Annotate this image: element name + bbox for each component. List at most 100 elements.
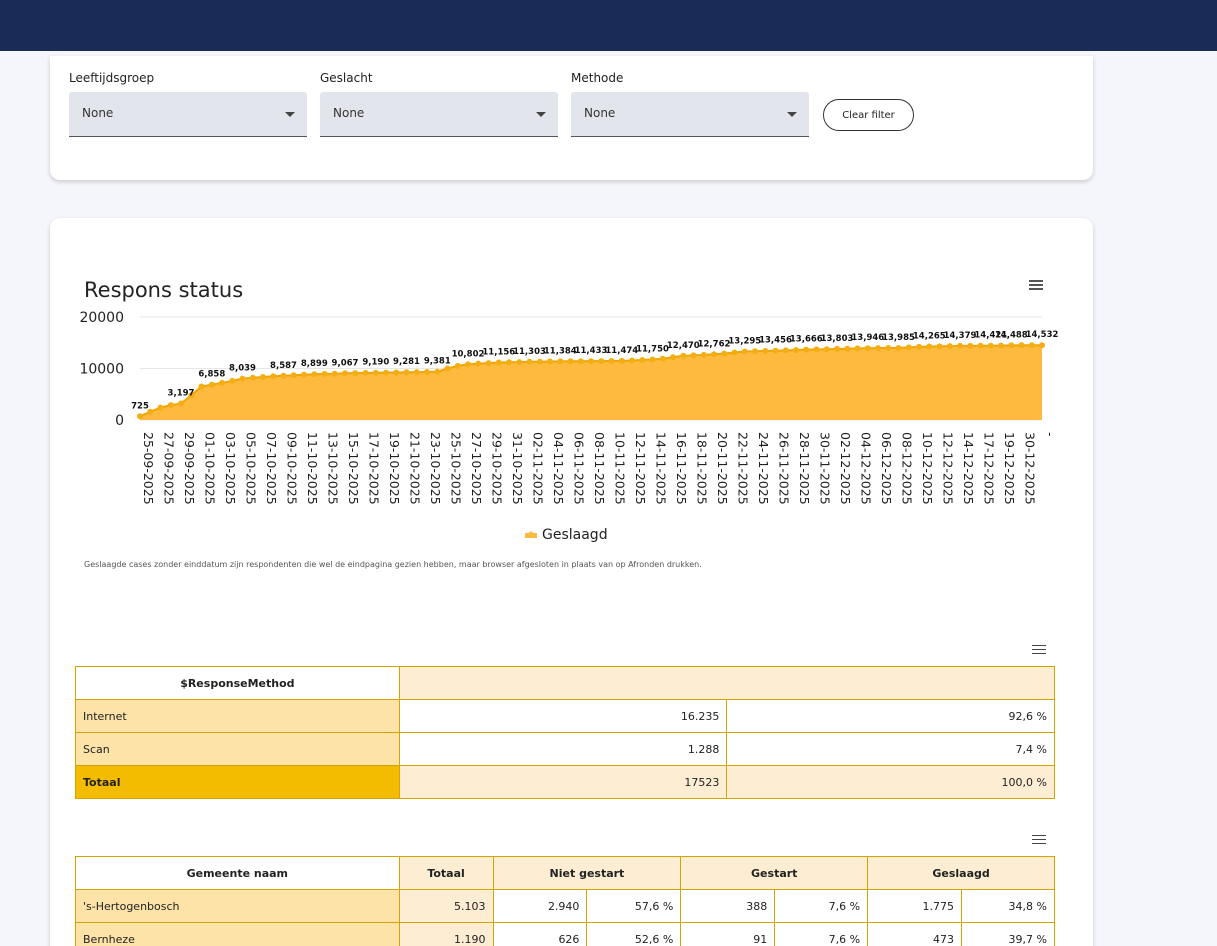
table-row: Bernheze 1.190 626 52,6 % 91 7,6 % 473 3… (75, 922, 1055, 946)
data-point (752, 348, 758, 355)
x-tick-label: 25-09-2025 (141, 432, 156, 505)
geslaagd-count: 473 (867, 922, 963, 946)
data-point (741, 348, 748, 355)
data-point (454, 362, 461, 369)
x-tick-label: 10-12-2025 (920, 432, 935, 505)
data-point (670, 354, 676, 361)
data-point (270, 373, 277, 380)
report-card: Respons status 20000 10000 0 725 3,197 6,858 8… (50, 218, 1093, 946)
data-label: 8,039 (229, 364, 256, 374)
data-point (321, 370, 328, 377)
data-point (434, 368, 441, 375)
x-tick-label: 20-11-2025 (715, 432, 730, 505)
x-tick-label: 27-10-2025 (469, 432, 484, 505)
column-header-empty (398, 666, 1056, 700)
data-point (998, 342, 1004, 349)
data-point (547, 358, 553, 365)
data-label: 9,381 (424, 357, 451, 367)
data-point (936, 343, 943, 350)
geslacht-select[interactable]: None (320, 92, 558, 137)
data-label: 10,802 (452, 349, 485, 359)
data-point (249, 374, 256, 381)
gemeente-table: Gemeente naam Totaal Niet gestart Gestar… (75, 856, 1055, 946)
data-point (1008, 342, 1015, 349)
x-tick-label: 09-10-2025 (285, 432, 300, 505)
table-row: Internet 16.235 92,6 % (75, 699, 1055, 733)
totaal-cell: 1.190 (398, 922, 494, 946)
data-point (167, 402, 174, 409)
table-menu-icon[interactable] (1032, 835, 1046, 847)
data-point (946, 343, 953, 350)
data-label: 11,433 (575, 346, 608, 356)
clear-filter-button[interactable]: Clear filter (823, 99, 914, 131)
y-tick-label: 20000 (79, 310, 124, 326)
x-tick-label: - (1043, 432, 1058, 437)
data-point (885, 345, 892, 351)
leeftijdsgroep-select[interactable]: None (69, 92, 307, 137)
x-tick-label: 25-10-2025 (449, 432, 464, 505)
select-value: None (584, 106, 616, 120)
data-point (803, 346, 810, 353)
legend-symbol-bar (525, 533, 537, 538)
data-point (875, 345, 881, 352)
data-point (229, 377, 236, 384)
data-point (762, 348, 769, 354)
geslaagd-percent: 39,7 % (961, 922, 1055, 946)
column-header: Niet gestart (492, 856, 682, 890)
count-cell: 1.288 (398, 732, 728, 766)
x-tick-label: 29-09-2025 (182, 432, 197, 505)
chevron-down-icon (787, 112, 797, 117)
data-point (137, 413, 143, 420)
data-point (536, 358, 543, 365)
data-point (690, 352, 697, 359)
data-point (844, 345, 851, 352)
data-point (393, 369, 400, 376)
chart-note: Geslaagde cases zonder einddatum zijn re… (84, 560, 702, 569)
data-point (926, 343, 933, 350)
x-tick-label: 05-10-2025 (244, 432, 259, 505)
data-point (608, 358, 615, 364)
data-point (495, 359, 502, 366)
x-tick-label: 06-12-2025 (879, 432, 894, 505)
gestart-percent: 7,6 % (774, 922, 869, 946)
response-method-table: $ResponseMethod Internet 16.235 92,6 % S… (75, 666, 1056, 799)
table-menu-icon[interactable] (1032, 645, 1046, 657)
data-label: 6,858 (198, 370, 225, 380)
data-point (823, 346, 830, 353)
x-tick-label: 16-11-2025 (674, 432, 689, 505)
percent-cell: 7,4 % (726, 732, 1055, 766)
data-point (444, 365, 451, 372)
data-point (659, 355, 666, 362)
data-point (260, 374, 266, 380)
data-point (588, 358, 594, 365)
data-point (352, 370, 359, 377)
methode-select[interactable]: None (571, 92, 809, 137)
data-point (967, 342, 974, 349)
data-point (219, 379, 225, 386)
data-point (198, 383, 205, 390)
chart-menu-icon[interactable] (1029, 280, 1043, 292)
column-header: Gemeente naam (75, 856, 400, 890)
data-label: 13,295 (728, 337, 761, 347)
data-label: 11,750 (636, 345, 669, 355)
data-point (424, 369, 430, 375)
data-label: 3,197 (168, 389, 195, 399)
total-label: Totaal (75, 765, 400, 799)
filter-label: Leeftijdsgroep (69, 71, 155, 85)
data-point (475, 360, 482, 367)
data-label: 14,421 (974, 331, 1007, 341)
x-tick-label: 14-11-2025 (654, 432, 669, 505)
data-label: 11,384 (544, 346, 577, 356)
data-point (516, 359, 523, 366)
data-point (711, 351, 717, 358)
data-point (1039, 342, 1045, 349)
data-point (793, 347, 799, 353)
data-point (977, 342, 984, 349)
data-label: 14,265 (913, 332, 946, 342)
data-point (1018, 342, 1025, 349)
select-value: None (333, 106, 365, 120)
data-point (465, 361, 471, 368)
data-point (895, 345, 902, 351)
filter-methode: Methode None (571, 70, 809, 137)
